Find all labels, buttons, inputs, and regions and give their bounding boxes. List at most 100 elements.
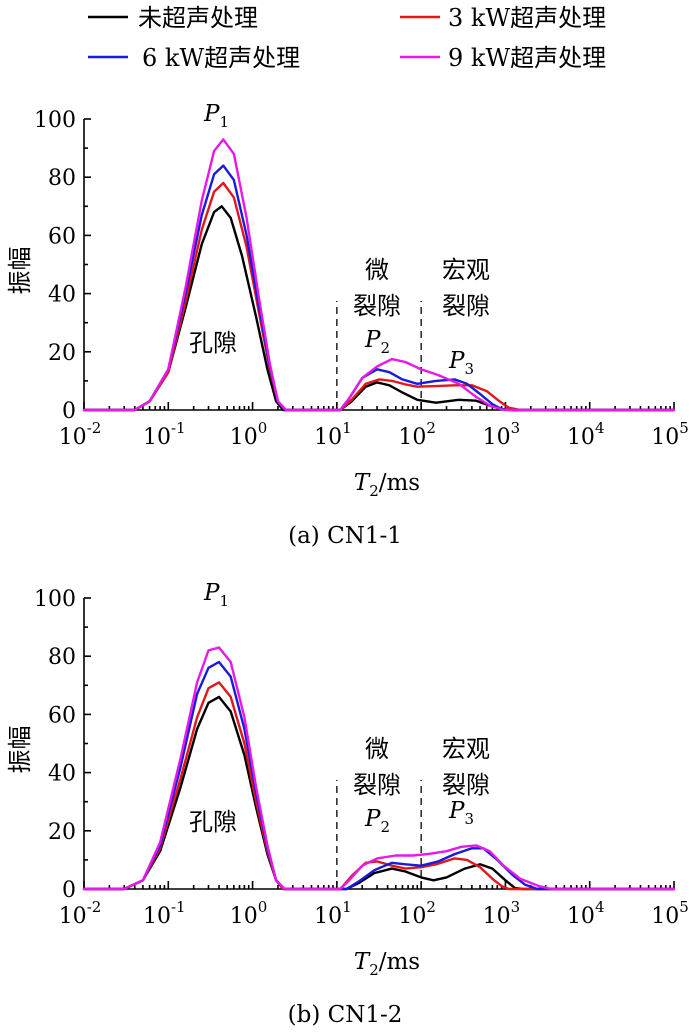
legend-item-9kw: 9 kW超声处理 bbox=[400, 44, 606, 72]
peak-label-p2: P2 bbox=[364, 327, 390, 357]
x-tick-label: 103 bbox=[483, 419, 521, 450]
x-tick-label: 101 bbox=[314, 419, 352, 450]
x-tick-label: 100 bbox=[230, 898, 268, 929]
y-axis-label: 振幅 bbox=[6, 247, 34, 295]
peak-label-p1-sub: 1 bbox=[219, 113, 229, 131]
x-tick-label: 10-2 bbox=[59, 419, 102, 450]
x-tick-exp: 2 bbox=[426, 898, 436, 916]
y-tick-label: 60 bbox=[48, 224, 76, 249]
annotation-micro-crack-line2: 裂隙 bbox=[353, 771, 401, 799]
x-tick-label: 10-1 bbox=[143, 898, 186, 929]
y-tick-label: 100 bbox=[34, 587, 76, 612]
legend-item-untreated: 未超声处理 bbox=[88, 4, 258, 32]
legend-label-9kw: 9 kW超声处理 bbox=[448, 44, 606, 72]
peak-label-p3: P3 bbox=[448, 348, 474, 378]
x-tick-base: 10 bbox=[59, 904, 87, 929]
x-tick-base: 10 bbox=[230, 425, 258, 450]
y-tick-label: 80 bbox=[48, 645, 76, 670]
series-line-9kw bbox=[82, 138, 676, 412]
x-tick-base: 10 bbox=[398, 425, 426, 450]
x-tick-label: 102 bbox=[398, 898, 436, 929]
x-tick-label: 103 bbox=[483, 898, 521, 929]
legend-item-3kw: 3 kW超声处理 bbox=[400, 4, 606, 32]
peak-label-p1-sub: 1 bbox=[219, 592, 229, 610]
x-tick-base: 10 bbox=[651, 904, 679, 929]
x-tick-exp: 0 bbox=[258, 898, 268, 916]
legend-label-3kw: 3 kW超声处理 bbox=[448, 4, 606, 32]
x-axis-label-sub: 2 bbox=[369, 961, 379, 979]
peak-label-p2: P2 bbox=[364, 806, 390, 836]
peak-label-p2-sub: 2 bbox=[380, 818, 390, 836]
x-tick-label: 105 bbox=[651, 419, 689, 450]
chart-caption: (b) CN1-2 bbox=[288, 1002, 403, 1028]
x-tick-exp: -1 bbox=[171, 419, 186, 437]
annotation-macro-crack-line1: 宏观 bbox=[442, 735, 490, 763]
annotation-macro-crack-line1: 宏观 bbox=[442, 256, 490, 284]
legend-label-untreated: 未超声处理 bbox=[138, 4, 258, 32]
x-tick-exp: 4 bbox=[595, 419, 605, 437]
x-tick-base: 10 bbox=[314, 904, 342, 929]
peak-label-p3: P3 bbox=[448, 798, 474, 828]
x-tick-exp: 5 bbox=[679, 898, 689, 916]
legend-item-6kw: 6 kW超声处理 bbox=[88, 44, 300, 72]
x-tick-exp: 3 bbox=[511, 419, 521, 437]
y-tick-label: 20 bbox=[48, 341, 76, 366]
x-tick-exp: 0 bbox=[258, 419, 268, 437]
peak-label-p3-main: P bbox=[448, 348, 465, 374]
x-tick-base: 10 bbox=[651, 425, 679, 450]
annotation-micro-crack-line2: 裂隙 bbox=[353, 292, 401, 320]
peak-label-p1: P1 bbox=[203, 101, 229, 131]
chart-caption: (a) CN1-1 bbox=[288, 523, 402, 549]
series-line-9kw bbox=[82, 646, 676, 891]
x-tick-base: 10 bbox=[59, 425, 87, 450]
x-tick-base: 10 bbox=[567, 425, 595, 450]
x-tick-label: 102 bbox=[398, 419, 436, 450]
peak-label-p2-main: P bbox=[364, 327, 381, 353]
x-tick-exp: 3 bbox=[511, 898, 521, 916]
x-tick-exp: -2 bbox=[87, 898, 102, 916]
x-axis-label-unit: /ms bbox=[379, 949, 420, 975]
y-tick-label: 40 bbox=[48, 283, 76, 308]
x-tick-base: 10 bbox=[143, 904, 171, 929]
x-tick-base: 10 bbox=[230, 904, 258, 929]
series-line-6kw bbox=[82, 164, 676, 412]
x-axis-label-sub: 2 bbox=[369, 482, 379, 500]
x-tick-label: 105 bbox=[651, 898, 689, 929]
annotation-pore: 孔隙 bbox=[189, 808, 237, 836]
x-tick-exp: 1 bbox=[342, 898, 352, 916]
annotation-micro-crack-line1: 微 bbox=[365, 256, 389, 284]
x-tick-exp: -1 bbox=[171, 898, 186, 916]
series-line-6kw bbox=[82, 660, 676, 891]
peak-label-p1-main: P bbox=[203, 101, 220, 127]
y-tick-label: 100 bbox=[34, 108, 76, 133]
y-axis-label: 振幅 bbox=[6, 726, 34, 774]
peak-label-p3-sub: 3 bbox=[464, 360, 474, 378]
x-axis-label-main: T bbox=[354, 470, 371, 496]
x-tick-base: 10 bbox=[143, 425, 171, 450]
annotation-micro-crack-line1: 微 bbox=[365, 735, 389, 763]
peak-label-p1-main: P bbox=[203, 580, 220, 606]
x-tick-base: 10 bbox=[398, 904, 426, 929]
y-tick-label: 20 bbox=[48, 820, 76, 845]
annotation-macro-crack-line2: 裂隙 bbox=[442, 292, 490, 320]
y-tick-label: 0 bbox=[62, 878, 76, 903]
x-tick-label: 10-2 bbox=[59, 898, 102, 929]
annotation-macro-crack-line2: 裂隙 bbox=[442, 771, 490, 799]
x-axis-label: T2/ms bbox=[354, 949, 420, 979]
x-axis-label: T2/ms bbox=[354, 470, 420, 500]
legend-label-6kw: 6 kW超声处理 bbox=[142, 44, 300, 72]
x-tick-exp: 2 bbox=[426, 419, 436, 437]
y-tick-label: 80 bbox=[48, 166, 76, 191]
x-tick-label: 100 bbox=[230, 419, 268, 450]
x-tick-exp: 5 bbox=[679, 419, 689, 437]
x-tick-exp: 1 bbox=[342, 419, 352, 437]
peak-label-p1: P1 bbox=[203, 580, 229, 610]
x-tick-label: 101 bbox=[314, 898, 352, 929]
x-axis-label-main: T bbox=[354, 949, 371, 975]
x-tick-label: 104 bbox=[567, 898, 605, 929]
legend: 未超声处理 3 kW超声处理 6 kW超声处理 9 kW超声处理 bbox=[88, 4, 606, 72]
x-tick-base: 10 bbox=[483, 425, 511, 450]
peak-label-p2-sub: 2 bbox=[380, 339, 390, 357]
